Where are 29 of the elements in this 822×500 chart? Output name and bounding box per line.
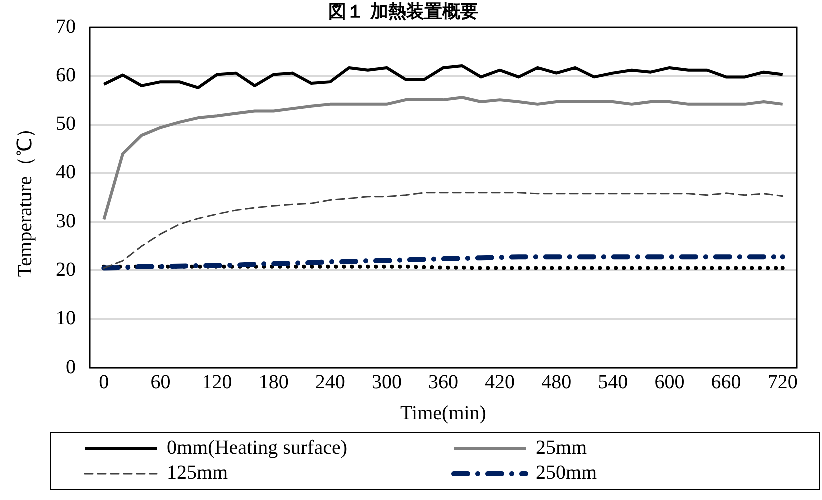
- x-tick-label: 0: [99, 371, 110, 394]
- legend-label: 250mm: [536, 462, 598, 485]
- y-tick-label: 40: [56, 162, 76, 184]
- y-tick-label: 50: [56, 113, 76, 136]
- x-axis-title: Time(min): [400, 402, 486, 424]
- y-tick-label: 20: [56, 258, 76, 281]
- line-series: [103, 192, 784, 270]
- y-tick-label: 30: [56, 210, 76, 232]
- x-tick-label: 60: [150, 371, 171, 394]
- x-tick-label: 720: [768, 371, 798, 394]
- y-tick-label: 10: [56, 308, 76, 330]
- legend-label: 0mm(Heating surface): [167, 437, 348, 460]
- x-tick-label: 240: [315, 371, 346, 394]
- y-axis-title: Temperature（℃）: [14, 118, 36, 278]
- x-tick-label: 300: [372, 371, 402, 394]
- x-tick-label: 120: [202, 371, 232, 394]
- legend-label: 25mm: [536, 437, 588, 460]
- x-tick-label: 180: [258, 371, 289, 394]
- chart-title: 図１ 加熱装置概要: [328, 1, 479, 22]
- legend-label: 125mm: [167, 462, 228, 485]
- y-tick-label: 0: [66, 356, 76, 378]
- x-tick-label: 480: [542, 371, 572, 394]
- x-tick-label: 360: [428, 371, 458, 394]
- x-tick-label: 540: [598, 371, 628, 394]
- x-tick-label: 420: [485, 371, 516, 394]
- x-tick-label: 660: [711, 371, 742, 394]
- y-tick-label: 70: [56, 16, 76, 38]
- x-tick-label: 600: [654, 371, 685, 394]
- y-tick-label: 60: [56, 64, 76, 86]
